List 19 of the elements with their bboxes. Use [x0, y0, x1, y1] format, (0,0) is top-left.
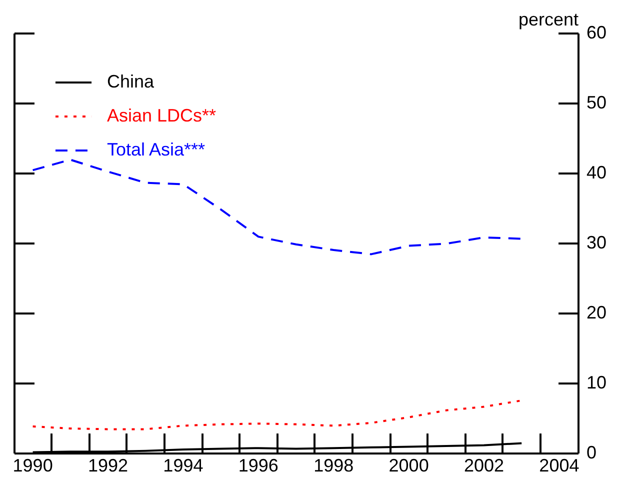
- x-tick-label: 2002: [464, 456, 504, 476]
- x-tick-label: 1996: [238, 456, 278, 476]
- y-tick-label: 30: [586, 232, 607, 252]
- x-tick-label: 1998: [314, 456, 354, 476]
- x-tick-label: 2000: [388, 456, 429, 476]
- legend-label: Total Asia***: [107, 140, 206, 160]
- legend-label: Asian LDCs**: [107, 106, 216, 126]
- y-tick-label: 50: [586, 92, 607, 112]
- x-tick-label: 1990: [12, 456, 53, 476]
- legend-label: China: [107, 72, 156, 92]
- y-tick-label: 60: [586, 22, 607, 42]
- y-tick-label: 20: [586, 302, 607, 322]
- x-tick-label: 2004: [539, 456, 580, 476]
- x-tick-label: 1994: [163, 456, 204, 476]
- y-tick-label: 0: [586, 442, 597, 462]
- x-tick-label: 1992: [88, 456, 128, 476]
- y-tick-label: 40: [586, 162, 607, 182]
- y-tick-label: 10: [586, 372, 607, 392]
- y-axis-title: percent: [518, 10, 578, 30]
